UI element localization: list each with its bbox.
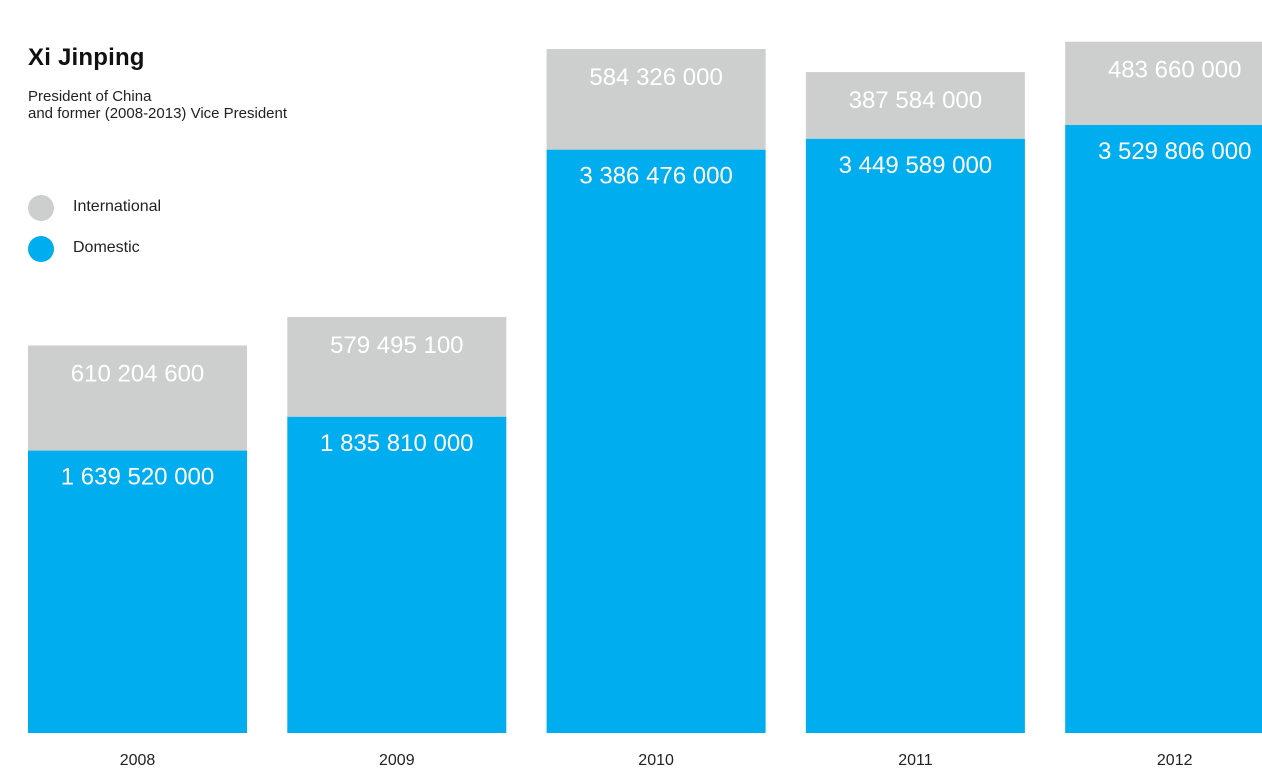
data-label-domestic-2012: 3 529 806 000 xyxy=(1098,138,1251,165)
x-tick-label-2009: 2009 xyxy=(379,752,415,769)
bar-international-2009 xyxy=(287,316,507,417)
legend-label-international: International xyxy=(73,198,162,215)
legend-swatch-domestic xyxy=(28,236,54,262)
data-label-domestic-2009: 1 835 810 000 xyxy=(320,430,473,457)
legend-label-domestic: Domestic xyxy=(73,239,140,256)
x-tick-label-2008: 2008 xyxy=(120,752,156,769)
subtitle-line: President of China xyxy=(28,88,152,105)
data-label-international-2009: 579 495 100 xyxy=(330,332,463,359)
data-label-international-2011: 387 584 000 xyxy=(849,87,982,114)
data-label-domestic-2008: 1 639 520 000 xyxy=(61,464,214,491)
data-label-international-2012: 483 660 000 xyxy=(1108,57,1241,84)
bar-domestic-2012 xyxy=(1065,125,1262,733)
x-tick-label-2012: 2012 xyxy=(1157,752,1193,769)
bar-domestic-2011 xyxy=(805,138,1025,734)
bar-international-2008 xyxy=(28,345,247,451)
data-label-international-2010: 584 326 000 xyxy=(589,64,722,91)
bar-international-2012 xyxy=(1065,41,1262,125)
bar-domestic-2010 xyxy=(546,149,766,733)
legend-swatch-international xyxy=(28,195,54,221)
data-label-international-2008: 610 204 600 xyxy=(71,360,204,387)
bar-group-2011: 387 584 000 3 449 589 000 2011 xyxy=(805,72,1025,769)
x-tick-label-2011: 2011 xyxy=(898,752,933,769)
data-label-domestic-2011: 3 449 589 000 xyxy=(839,152,992,179)
chart-title: Xi Jinping xyxy=(28,44,145,71)
bar-group-2008: 610 204 600 1 639 520 000 2008 xyxy=(28,345,247,769)
bar-international-2011 xyxy=(805,72,1025,139)
chart-subtitle: President of China and former (2008-2013… xyxy=(28,88,428,122)
bar-group-2012: 483 660 000 3 529 806 000 2012 xyxy=(1065,41,1262,769)
bar-domestic-2008 xyxy=(28,450,247,733)
bar-domestic-2009 xyxy=(287,416,507,733)
bar-group-2009: 579 495 100 1 835 810 000 2009 xyxy=(287,316,507,769)
subtitle-line: and former (2008-2013) Vice President xyxy=(28,105,288,122)
bar-international-2010 xyxy=(546,49,766,150)
data-label-domestic-2010: 3 386 476 000 xyxy=(579,163,732,190)
x-tick-label-2010: 2010 xyxy=(638,752,674,769)
bar-group-2010: 584 326 000 3 386 476 000 2010 xyxy=(546,49,766,769)
